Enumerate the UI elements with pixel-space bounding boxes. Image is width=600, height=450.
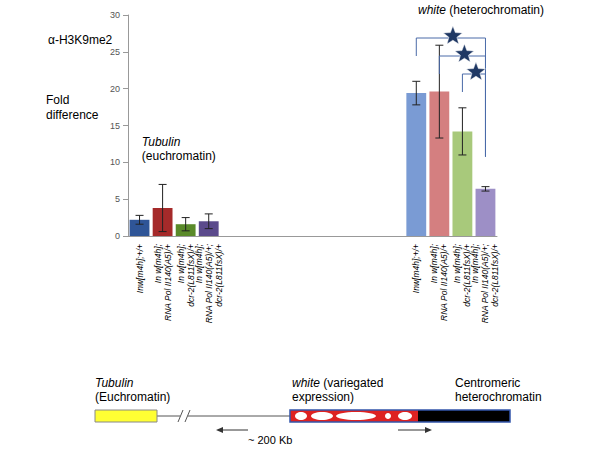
svg-text:In w[m4h];: In w[m4h]; — [153, 243, 163, 283]
svg-text:~ 200 Kb: ~ 200 Kb — [248, 434, 292, 446]
svg-text:RNA Pol II140(A5)/+: RNA Pol II140(A5)/+ — [163, 244, 173, 321]
svg-text:In w[m4h];: In w[m4h]; — [176, 243, 186, 283]
svg-text:RNA Pol II140(A5)/+;: RNA Pol II140(A5)/+; — [204, 243, 214, 323]
svg-text:10: 10 — [110, 157, 120, 167]
svg-text:(variegated: (variegated — [320, 376, 383, 390]
svg-text:dcr-2(L811fsX)/+: dcr-2(L811fsX)/+ — [185, 244, 196, 307]
svg-text:(Euchromatin): (Euchromatin) — [95, 390, 170, 404]
svg-text:difference: difference — [46, 108, 99, 122]
svg-text:In w[m4h];: In w[m4h]; — [470, 243, 480, 283]
svg-text:white: white — [418, 3, 446, 17]
svg-text:(euchromatin): (euchromatin) — [142, 149, 216, 163]
svg-text:expression): expression) — [292, 390, 354, 404]
svg-text:white: white — [292, 376, 320, 390]
svg-text:20: 20 — [110, 84, 120, 94]
svg-text:25: 25 — [110, 47, 120, 57]
svg-text:heterochromatin: heterochromatin — [455, 390, 542, 404]
svg-text:Tubulin: Tubulin — [142, 135, 181, 149]
svg-text:RNA Pol II140(A5)/+;: RNA Pol II140(A5)/+; — [480, 243, 490, 323]
svg-text:α-H3K9me2: α-H3K9me2 — [48, 33, 113, 47]
svg-text:In w[m4h];: In w[m4h]; — [452, 243, 462, 283]
svg-text:Tubulin: Tubulin — [95, 376, 134, 390]
svg-text:(heterochromatin): (heterochromatin) — [446, 3, 544, 17]
svg-text:dcr-2(L811fsX)/+: dcr-2(L811fsX)/+ — [214, 244, 224, 307]
svg-text:15: 15 — [110, 121, 120, 131]
svg-text:In w[m4h];: In w[m4h]; — [429, 243, 439, 283]
svg-text:dcr-2(L811fsX)/+: dcr-2(L811fsX)/+ — [462, 244, 473, 307]
svg-text:Centromeric: Centromeric — [455, 376, 520, 390]
svg-text:30: 30 — [110, 10, 120, 20]
svg-text:In w[m4h];: In w[m4h]; — [194, 243, 204, 283]
svg-text:Inw[m4h];+/+: Inw[m4h];+/+ — [135, 244, 145, 293]
svg-text:RNA Pol II140(A5)/+: RNA Pol II140(A5)/+ — [439, 244, 449, 321]
svg-text:dcr-2(L811fsX)/+: dcr-2(L811fsX)/+ — [490, 244, 500, 307]
svg-text:0: 0 — [115, 231, 120, 241]
svg-text:Inw[m4h];+/+: Inw[m4h];+/+ — [411, 244, 421, 293]
svg-text:Fold: Fold — [46, 93, 69, 107]
svg-text:5: 5 — [115, 194, 120, 204]
